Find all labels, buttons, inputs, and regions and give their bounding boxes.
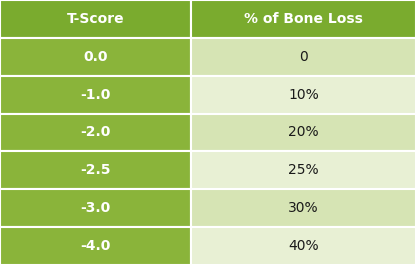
Text: 25%: 25%: [288, 163, 319, 177]
Text: T-Score: T-Score: [67, 12, 124, 26]
FancyBboxPatch shape: [191, 114, 416, 151]
Text: % of Bone Loss: % of Bone Loss: [244, 12, 363, 26]
FancyBboxPatch shape: [191, 38, 416, 76]
FancyBboxPatch shape: [0, 227, 191, 265]
Text: 0.0: 0.0: [84, 50, 108, 64]
FancyBboxPatch shape: [191, 189, 416, 227]
Text: 20%: 20%: [288, 126, 319, 139]
Text: 0: 0: [299, 50, 308, 64]
FancyBboxPatch shape: [0, 189, 191, 227]
FancyBboxPatch shape: [0, 151, 191, 189]
Text: 30%: 30%: [288, 201, 319, 215]
Text: -2.5: -2.5: [80, 163, 111, 177]
FancyBboxPatch shape: [191, 227, 416, 265]
FancyBboxPatch shape: [191, 151, 416, 189]
FancyBboxPatch shape: [191, 76, 416, 114]
Text: 10%: 10%: [288, 88, 319, 102]
FancyBboxPatch shape: [0, 38, 191, 76]
Text: -3.0: -3.0: [81, 201, 111, 215]
Text: -2.0: -2.0: [80, 126, 111, 139]
Text: 40%: 40%: [288, 239, 319, 253]
FancyBboxPatch shape: [191, 0, 416, 38]
FancyBboxPatch shape: [0, 76, 191, 114]
Text: -4.0: -4.0: [80, 239, 111, 253]
FancyBboxPatch shape: [0, 0, 191, 38]
Text: -1.0: -1.0: [80, 88, 111, 102]
FancyBboxPatch shape: [0, 114, 191, 151]
